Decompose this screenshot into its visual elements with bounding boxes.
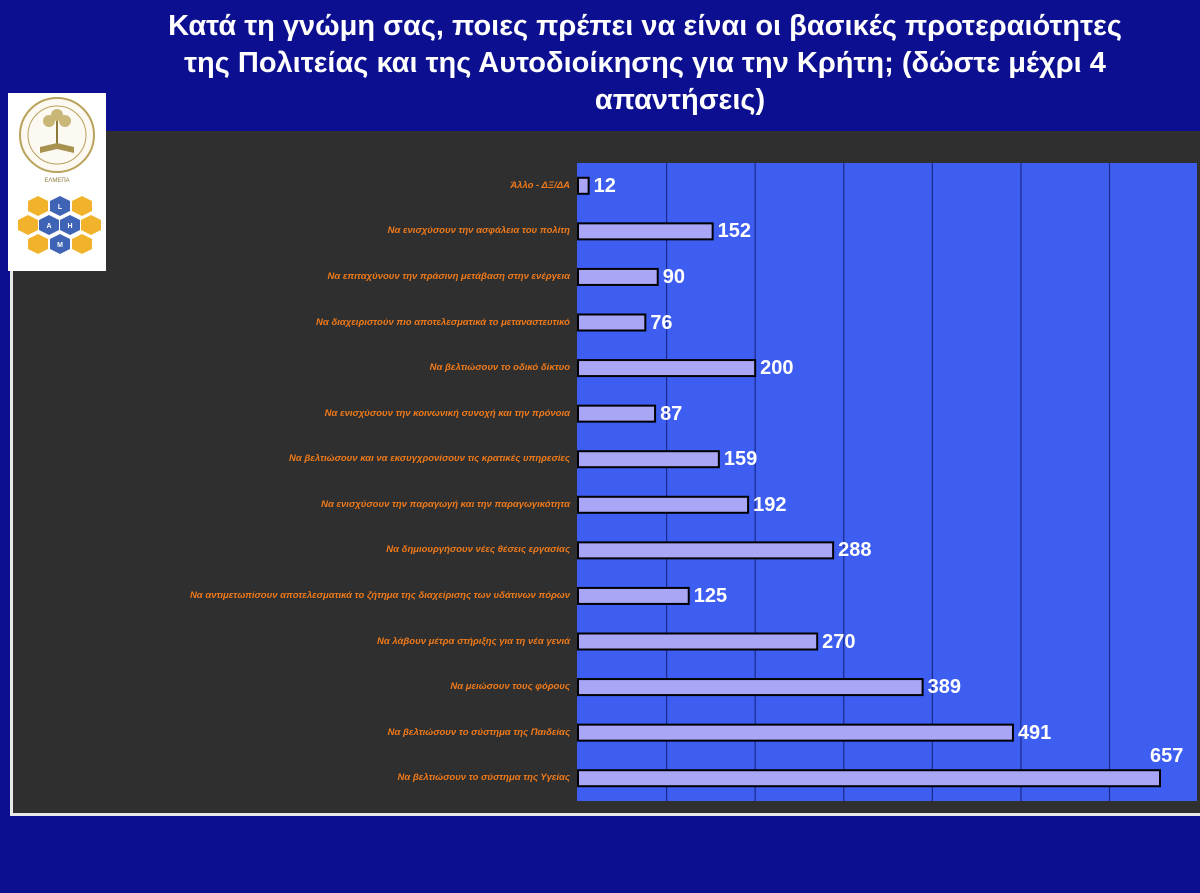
value-label: 90: [662, 265, 685, 288]
value-label: 125: [693, 584, 728, 607]
bar: [577, 495, 750, 514]
hex-letter: H: [67, 223, 72, 230]
category-label: Να βελτιώσουν το σύστημα της Υγείας: [397, 772, 570, 784]
category-label: Να ενισχύσουν την παραγωγή και την παραγ…: [321, 498, 570, 510]
hexagon-letters-logo: L A H M: [18, 196, 101, 254]
value-label: 200: [760, 357, 794, 380]
bar: [577, 359, 757, 378]
value-label: 12: [593, 174, 616, 197]
bar: [577, 541, 835, 560]
bar: [577, 769, 1161, 788]
university-seal-logo: ΕΛΜΕΠΑ: [19, 97, 95, 184]
title-line-1: Κατά τη γνώμη σας, ποιες πρέπει να είναι…: [168, 10, 1122, 42]
category-label: Να βελτιώσουν το οδικό δίκτυο: [429, 362, 570, 374]
bar: [577, 222, 714, 241]
category-label: Να ενισχύσουν την ασφάλεια του πολίτη: [387, 225, 570, 237]
plot-area: [577, 163, 1197, 801]
bar: [577, 632, 819, 651]
category-label: Να διαχειριστούν πιο αποτελεσματικά το μ…: [316, 316, 570, 328]
value-label: 288: [838, 539, 872, 562]
title-line-3: απαντήσεις): [594, 84, 766, 116]
value-label: 491: [1017, 721, 1052, 744]
title-line-2: της Πολιτείας και της Αυτοδιοίκησης για …: [184, 47, 1106, 79]
value-label: 76: [650, 311, 673, 334]
panel-border-left: [10, 131, 13, 816]
bar: [577, 267, 659, 286]
value-label: 152: [717, 220, 752, 243]
panel-border-bottom: [10, 813, 1200, 816]
chart-title: Κατά τη γνώμη σας, ποιες πρέπει να είναι…: [0, 8, 1200, 119]
value-label: 87: [660, 402, 683, 425]
value-label: 389: [927, 676, 961, 699]
hex-letter: L: [58, 204, 63, 211]
bar: [577, 450, 720, 469]
bar: [577, 313, 647, 332]
category-label: Να δημιουργήσουν νέες θέσεις εργασίας: [386, 544, 570, 556]
hex-letter: M: [57, 242, 63, 249]
logos-svg: ΕΛΜΕΠΑ L A H M: [18, 97, 101, 254]
category-label: Να μειώσουν τους φόρους: [450, 681, 570, 693]
bar: [577, 723, 1014, 742]
logo-box: ΕΛΜΕΠΑ L A H M: [8, 93, 106, 271]
bar: [577, 586, 690, 605]
category-label: Να βελτιώσουν και να εκσυγχρονίσουν τις …: [289, 453, 570, 465]
category-label: Να λάβουν μέτρα στήριξης για τη νέα γενι…: [376, 635, 570, 647]
hex-letter: A: [46, 223, 51, 230]
value-label: 192: [753, 493, 787, 516]
category-label: Να ενισχύσουν την κοινωνική συνοχή και τ…: [324, 407, 570, 419]
bar: [577, 176, 590, 195]
category-label: Άλλο - ΔΞ/ΔΑ: [510, 179, 570, 191]
bar: [577, 678, 924, 697]
value-label: 657: [1150, 745, 1184, 768]
category-label: Να αντιμετωπίσουν αποτελεσματικά το ζήτη…: [189, 589, 570, 601]
seal-bottom-text: ΕΛΜΕΠΑ: [44, 178, 69, 184]
bar: [577, 404, 657, 423]
value-label: 270: [822, 630, 856, 653]
category-label: Να βελτιώσουν το σύστημα της Παιδείας: [387, 726, 570, 738]
value-label: 159: [723, 448, 758, 471]
category-label: Να επιταχύνουν την πράσινη μετάβαση στην…: [327, 270, 570, 282]
